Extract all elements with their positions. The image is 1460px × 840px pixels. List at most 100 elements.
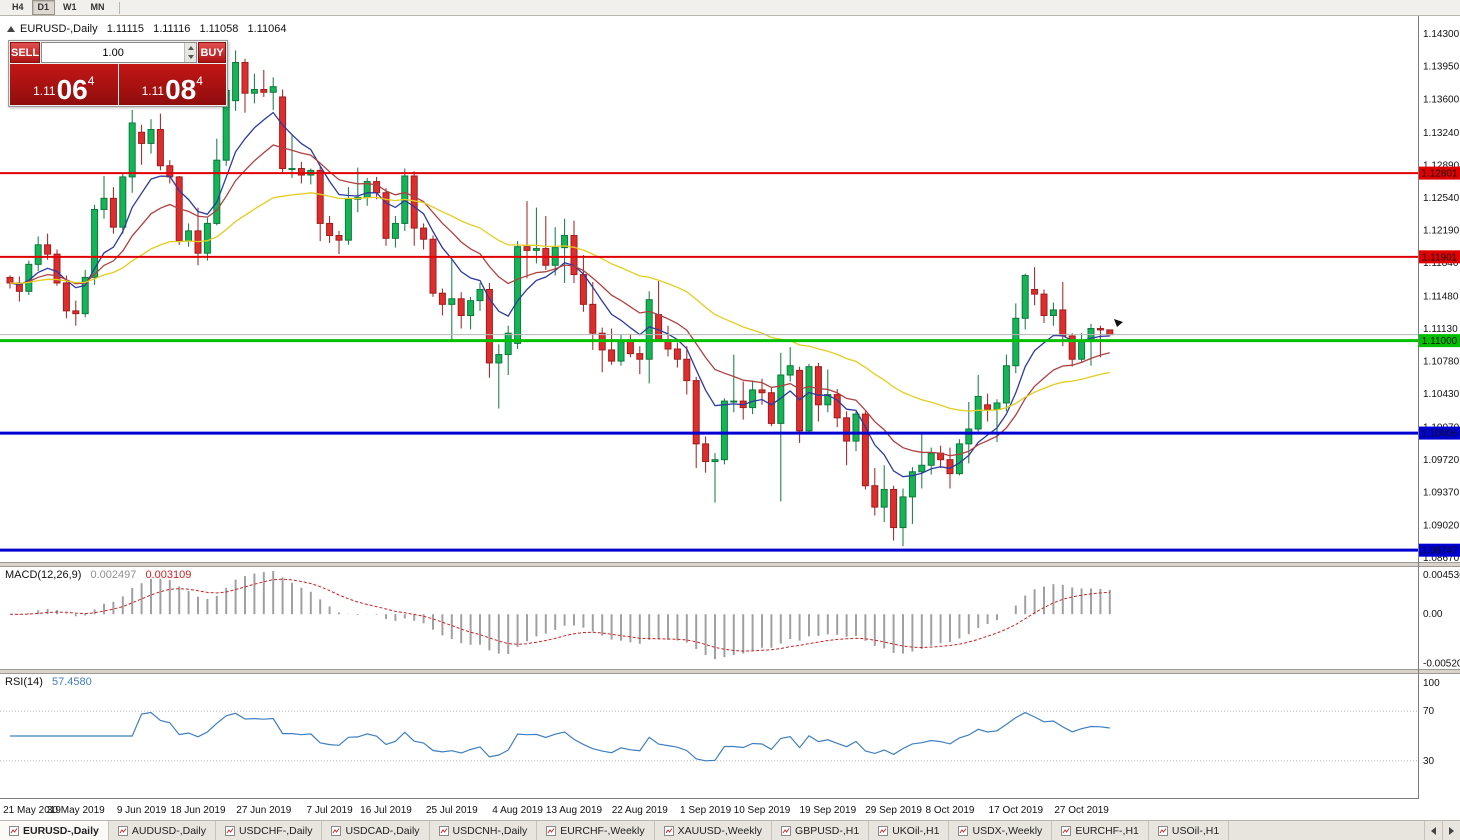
svg-text:1.13950: 1.13950 [1423, 62, 1460, 73]
chart-symbol-label: EURUSD-,Daily [20, 23, 98, 35]
collapse-panel-icon[interactable] [7, 26, 15, 32]
price-level-badge [1419, 250, 1460, 264]
sell-price-pipette: 4 [87, 74, 95, 88]
ohlc-close: 1.11064 [247, 23, 287, 35]
tab-scroll-right-button[interactable] [1442, 821, 1460, 840]
svg-text:22 Aug 2019: 22 Aug 2019 [612, 805, 669, 816]
price-level-badge [1419, 426, 1460, 440]
svg-text:1.09370: 1.09370 [1423, 488, 1460, 499]
ohlc-open: 1.11115 [106, 23, 145, 35]
period-button-h4[interactable]: H4 [12, 2, 24, 12]
svg-text:8 Oct 2019: 8 Oct 2019 [926, 805, 975, 816]
rsi-header: RSI(14) 57.4580 [5, 676, 98, 688]
level-lines-layer [0, 172, 1418, 552]
svg-text:1.13600: 1.13600 [1423, 94, 1460, 105]
volume-increase-button[interactable] [185, 43, 197, 53]
volume-spinner [184, 43, 197, 62]
svg-text:1.11130: 1.11130 [1423, 324, 1458, 335]
svg-text:18 Jun 2019: 18 Jun 2019 [170, 805, 225, 816]
chart-tab-icon [1061, 825, 1072, 836]
rsi-pane: 100 70 30 [0, 678, 1440, 767]
tab-usoil-h1[interactable]: USOil-,H1 [1149, 821, 1230, 840]
svg-text:10 Sep 2019: 10 Sep 2019 [734, 805, 791, 816]
sell-price-big-digits: 06 [56, 73, 88, 105]
svg-text:0.004536: 0.004536 [1423, 570, 1460, 581]
buy-button[interactable]: BUY [198, 42, 226, 63]
svg-text:17 Oct 2019: 17 Oct 2019 [989, 805, 1044, 816]
tab-eurusd-daily[interactable]: EURUSD-,Daily [0, 821, 109, 840]
chart-tab-icon [224, 825, 235, 836]
svg-text:1.12190: 1.12190 [1423, 225, 1460, 236]
chart-tab-icon [9, 825, 19, 836]
svg-text:0.00: 0.00 [1423, 609, 1443, 620]
svg-text:1.10430: 1.10430 [1423, 389, 1460, 400]
svg-text:7 Jul 2019: 7 Jul 2019 [307, 805, 354, 816]
period-toolbar-buttons: H4 D1 W1 MN [6, 0, 113, 15]
svg-text:1.09720: 1.09720 [1423, 455, 1460, 466]
svg-text:1.12890: 1.12890 [1423, 160, 1460, 171]
tab-ukoil-h1[interactable]: UKOil-,H1 [869, 821, 950, 840]
chart-canvas[interactable]: 1.14300 1.13950 1.13600 1.13240 1.12890 1.125… [0, 16, 1460, 820]
tab-usdcad-daily[interactable]: USDCAD-,Daily [322, 821, 430, 840]
volume-input[interactable] [42, 43, 185, 62]
sell-button[interactable]: SELL [10, 42, 41, 63]
macd-header: MACD(12,26,9) 0.002497 0.003109 [5, 569, 197, 581]
axis-border [1418, 16, 1419, 798]
svg-text:16 Jul 2019: 16 Jul 2019 [360, 805, 412, 816]
buy-price-big-digits: 08 [165, 73, 197, 105]
price-level-badge [1419, 166, 1460, 180]
buy-price-display[interactable]: 1.11 08 4 [118, 64, 226, 105]
tab-scroll-arrows [1424, 821, 1460, 840]
buy-price-pipette: 4 [196, 74, 203, 88]
svg-text:25 Jul 2019: 25 Jul 2019 [426, 805, 478, 816]
svg-text:1.13240: 1.13240 [1423, 128, 1460, 139]
tab-scroll-left-button[interactable] [1424, 821, 1442, 840]
svg-text:21 May 2019: 21 May 2019 [3, 805, 61, 816]
chart-tab-icon [438, 825, 449, 836]
svg-text:1.09020: 1.09020 [1423, 520, 1460, 531]
tab-usdcnh-daily[interactable]: USDCNH-,Daily [430, 821, 538, 840]
arrow-right-icon [1449, 826, 1454, 835]
svg-text:1.11000: 1.11000 [1422, 336, 1458, 347]
symbol-tabs: EURUSD-,Daily AUDUSD-,Daily USDCHF-,Daily U… [0, 821, 1230, 840]
svg-text:1.11901: 1.11901 [1422, 252, 1458, 263]
period-button-d1[interactable]: D1 [31, 0, 56, 15]
tab-usdchf-daily[interactable]: USDCHF-,Daily [216, 821, 323, 840]
svg-text:70: 70 [1423, 706, 1435, 717]
period-button-w1[interactable]: W1 [63, 2, 77, 12]
chart-tab-icon [663, 825, 674, 836]
chart-tab-icon [117, 825, 128, 836]
volume-decrease-button[interactable] [185, 52, 197, 62]
sell-price-display[interactable]: 1.11 06 4 [10, 64, 118, 105]
tab-usdx-weekly[interactable]: USDX-,Weekly [949, 821, 1053, 840]
tab-eurchf-h1[interactable]: EURCHF-,H1 [1052, 821, 1149, 840]
tab-xauusd-weekly[interactable]: XAUUSD-,Weekly [655, 821, 773, 840]
chart-tab-icon [1157, 825, 1168, 836]
symbol-tabbar: EURUSD-,Daily AUDUSD-,Daily USDCHF-,Daily U… [0, 820, 1460, 840]
svg-text:27 Jun 2019: 27 Jun 2019 [236, 805, 291, 816]
tab-gbpusd-h1[interactable]: GBPUSD-,H1 [772, 821, 870, 840]
svg-text:13 Aug 2019: 13 Aug 2019 [546, 805, 603, 816]
price-level-badge [1419, 334, 1460, 348]
chart-tab-icon [878, 825, 889, 836]
pane-separator [0, 669, 1460, 674]
svg-text:19 Sep 2019: 19 Sep 2019 [799, 805, 856, 816]
arrow-left-icon [1431, 826, 1436, 835]
ma-lines-layer [9, 111, 1110, 478]
tab-eurchf-weekly[interactable]: EURCHF-,Weekly [537, 821, 655, 840]
sell-price-prefix: 1.11 [33, 84, 56, 98]
macd-label: MACD(12,26,9) [5, 569, 82, 581]
ohlc-low: 1.11058 [199, 23, 239, 35]
ohlc-high: 1.11116 [153, 23, 191, 35]
tab-audusd-daily[interactable]: AUDUSD-,Daily [109, 821, 216, 840]
svg-text:1.10006: 1.10006 [1421, 429, 1458, 440]
period-button-mn[interactable]: MN [90, 2, 105, 12]
macd-signal-value: 0.003109 [145, 569, 192, 581]
macd-main-value: 0.002497 [90, 569, 137, 581]
chart-tab-icon [546, 825, 557, 836]
price-level-badge [1419, 543, 1460, 557]
